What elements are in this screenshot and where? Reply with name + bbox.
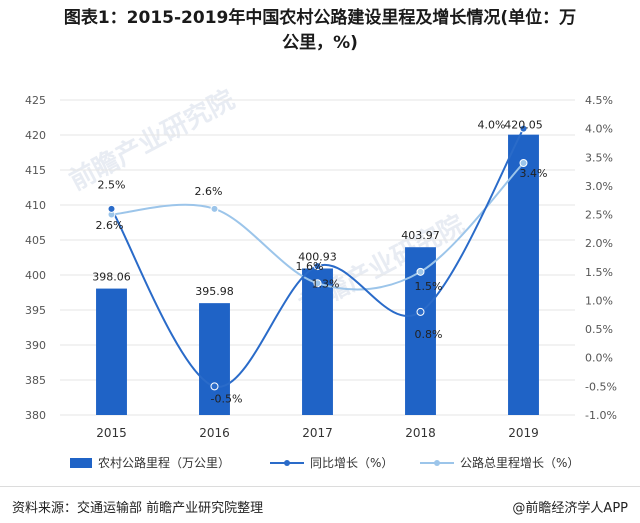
y-right-tick-label: 3.0% xyxy=(585,180,613,193)
y-right-tick-label: 2.5% xyxy=(585,209,613,222)
y-left-tick-label: 405 xyxy=(25,234,46,247)
y-right-tick-label: 2.0% xyxy=(585,237,613,250)
legend-total-swatch xyxy=(420,459,454,466)
bar-data-label: 398.06 xyxy=(92,271,131,284)
chart-title: 图表1：2015-2019年中国农村公路建设里程及增长情况(单位：万 公里，%) xyxy=(0,6,640,56)
y-left-tick-label: 425 xyxy=(25,94,46,107)
y-left-tick-label: 420 xyxy=(25,129,46,142)
total-data-label: 2.5% xyxy=(98,179,126,192)
y-right-tick-label: 3.5% xyxy=(585,151,613,164)
point-total-growth xyxy=(519,159,528,167)
y-right-tick-label: 1.5% xyxy=(585,266,613,279)
point-total-growth xyxy=(210,204,219,213)
y-left-tick-label: 410 xyxy=(25,199,46,212)
combo-chart: 380 385 390 395 400 405 410 415 420 425 -1.0% -0.5%… xyxy=(25,94,617,440)
point-yoy-growth xyxy=(107,204,116,213)
bar-data-label: 400.93 xyxy=(298,250,337,263)
legend-item-bar: 农村公路里程（万公里） xyxy=(70,454,230,471)
legend-item-total: 公路总里程增长（%） xyxy=(420,454,579,471)
bar xyxy=(302,268,333,415)
total-data-label: 3.4% xyxy=(520,167,548,180)
x-tick-label: 2015 xyxy=(96,426,127,440)
y-left-tick-label: 380 xyxy=(25,409,46,422)
bar-data-label: 403.97 xyxy=(401,229,440,242)
footer: 资料来源：交通运输部 前瞻产业研究院整理 @前瞻经济学人APP xyxy=(0,486,640,517)
source-note: 资料来源：交通运输部 前瞻产业研究院整理 xyxy=(12,501,264,516)
chart-title-line-2: 公里，%) xyxy=(282,33,358,53)
point-total-growth xyxy=(313,279,322,288)
total-data-label: 1.3% xyxy=(312,277,340,290)
point-yoy-growth xyxy=(416,307,425,316)
credit-note: @前瞻经济学人APP xyxy=(512,501,628,516)
y-left-tick-label: 415 xyxy=(25,164,46,177)
x-tick-label: 2018 xyxy=(405,426,436,440)
yoy-data-label: 1.6% xyxy=(296,260,324,273)
legend-bar-label: 农村公路里程（万公里） xyxy=(98,456,231,470)
bar xyxy=(199,303,230,415)
y-right-tick-label: 1.0% xyxy=(585,294,613,307)
point-yoy-growth xyxy=(313,262,322,271)
bar-data-label: 420.05 xyxy=(504,119,543,132)
y-right-tick-label: -1.0% xyxy=(585,409,617,422)
chart-title-line-1: 图表1：2015-2019年中国农村公路建设里程及增长情况(单位：万 xyxy=(63,8,577,28)
legend-yoy-label: 同比增长（%） xyxy=(310,456,394,470)
legend-total-label: 公路总里程增长（%） xyxy=(460,456,580,470)
y-right-tick-label: -0.5% xyxy=(585,380,617,393)
legend-yoy-swatch xyxy=(270,459,304,466)
total-data-label: 2.6% xyxy=(195,185,223,198)
x-tick-label: 2016 xyxy=(199,426,230,440)
y-right-tick-label: 4.5% xyxy=(585,94,613,107)
y-left-tick-label: 385 xyxy=(25,374,46,387)
y-left-tick-label: 400 xyxy=(25,269,46,282)
bar xyxy=(96,288,127,415)
point-yoy-growth xyxy=(210,382,219,391)
legend-item-yoy: 同比增长（%） xyxy=(270,454,393,471)
x-tick-label: 2019 xyxy=(508,426,539,440)
bar-data-label: 395.98 xyxy=(195,285,234,298)
yoy-data-label: 4.0% xyxy=(478,119,506,132)
yoy-data-label: 2.6% xyxy=(96,219,124,232)
y-left-tick-label: 395 xyxy=(25,304,46,317)
y-right-tick-label: 4.0% xyxy=(585,123,613,136)
x-tick-label: 2017 xyxy=(302,426,333,440)
point-yoy-growth xyxy=(519,124,528,133)
point-total-growth xyxy=(416,267,425,276)
bar xyxy=(508,134,539,415)
total-data-label: 1.5% xyxy=(415,280,443,293)
yoy-data-label: -0.5% xyxy=(211,392,243,405)
y-left-tick-label: 390 xyxy=(25,339,46,352)
y-right-tick-label: 0.0% xyxy=(585,352,613,365)
legend-bar-swatch xyxy=(70,457,92,468)
yoy-data-label: 0.8% xyxy=(415,328,443,341)
y-right-tick-label: 0.5% xyxy=(585,323,613,336)
